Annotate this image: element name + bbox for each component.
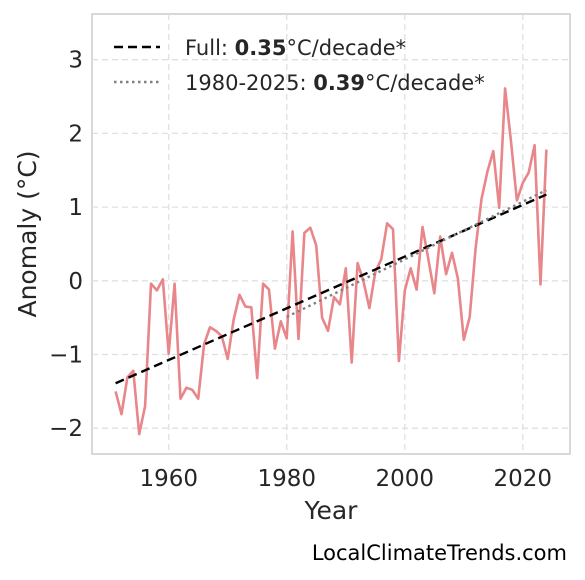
x-axis-label: Year: [304, 496, 359, 525]
x-tick-label: 1980: [257, 466, 316, 492]
y-tick-labels: −2 −1 0 1 2 3: [49, 48, 83, 443]
y-tick-label: −1: [49, 343, 83, 369]
y-tick-label: 0: [68, 269, 83, 295]
y-tick-label: 1: [68, 195, 83, 221]
x-tick-label: 1960: [139, 466, 198, 492]
legend-entry: 1980-2025: 0.39°C/decade*: [185, 71, 485, 95]
legend-entry: Full: 0.35°C/decade*: [185, 36, 406, 60]
x-tick-label: 2000: [375, 466, 434, 492]
legend: Full: 0.35°C/decade* 1980-2025: 0.39°C/de…: [114, 36, 485, 95]
plot-area: [91, 13, 571, 455]
credit-text: LocalClimateTrends.com: [312, 541, 567, 565]
y-tick-label: 2: [68, 121, 83, 147]
full-trend-line: [115, 193, 547, 385]
y-tick-label: 3: [68, 48, 83, 74]
recent-trend-line: [286, 189, 547, 318]
series-layer: [114, 87, 548, 436]
gridlines: [92, 14, 570, 454]
trendlines-layer: [115, 189, 547, 385]
x-tick-labels: 1960 1980 2000 2020: [139, 466, 552, 492]
y-tick-label: −2: [49, 416, 83, 442]
y-axis-label: Anomaly (°C): [13, 150, 42, 317]
x-tick-label: 2020: [494, 466, 553, 492]
anomaly-series-line: [114, 87, 548, 436]
